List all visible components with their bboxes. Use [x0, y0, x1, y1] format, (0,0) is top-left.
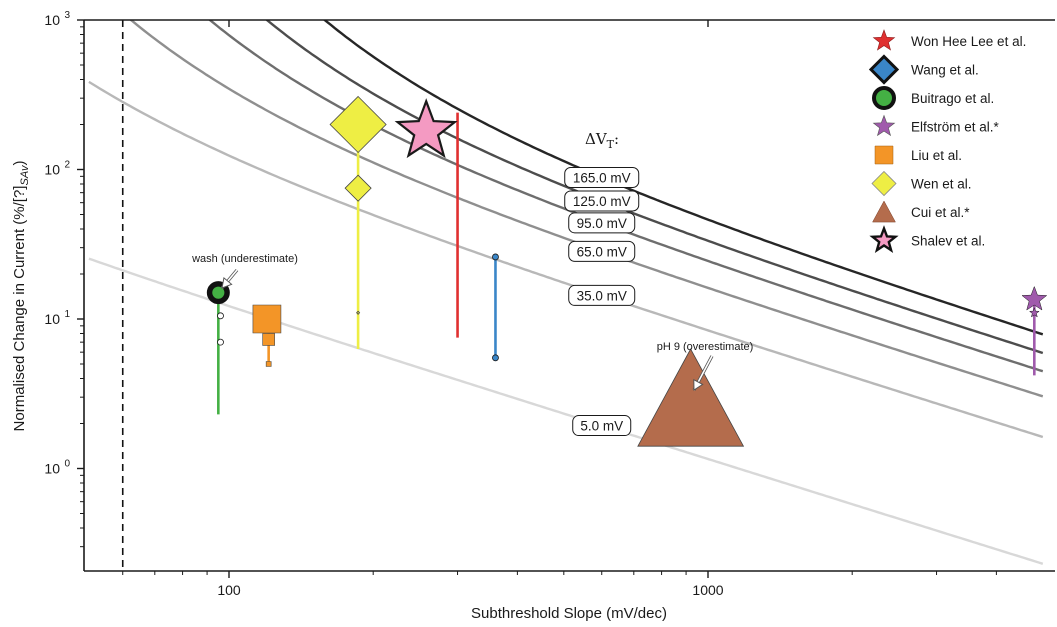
marker-wang-et-al [492, 354, 499, 362]
legend-marker-won-hee-lee-et-al [872, 29, 896, 51]
marker-wang-et-al [492, 253, 499, 261]
legend-label-wang-et-al: Wang et al. [911, 63, 979, 78]
x-tick-label-1000: 1000 [692, 582, 723, 598]
legend-marker-shalev-et-al [869, 225, 899, 253]
y-tick-exponent-3: 3 [64, 10, 70, 21]
axes [83, 19, 1055, 572]
y-axis-label: Normalised Change in Current (%/[?]SAv) [11, 161, 31, 432]
legend-label-shalev-et-al: Shalev et al. [911, 234, 985, 249]
annotation-arrow-head-2 [693, 378, 704, 391]
annotation-text-2: pH 9 (overestimate) [657, 341, 754, 353]
legend-label-wen-et-al: Wen et al. [911, 177, 972, 192]
curve-label-box [568, 240, 636, 262]
y-tick-exponent-2: 2 [64, 160, 70, 171]
curve-label-5-0-mv: 5.0 mV [580, 419, 623, 434]
legend-label-cui-et-al: Cui et al.* [911, 205, 970, 220]
curve-heading-sub: T [607, 138, 615, 151]
marker-liu-et-al [265, 361, 272, 367]
curve-125-0-mv [265, 20, 1044, 355]
y-tick-exponent-0: 0 [64, 459, 70, 470]
curve-165-0-mv [322, 20, 1044, 336]
curve-35-0-mv [88, 80, 1044, 439]
legend-marker-wen-et-al [871, 170, 897, 197]
legend-marker-cui-et-al [872, 200, 896, 223]
marker-buitrago-et-al [217, 338, 224, 346]
curve-label-box [564, 190, 640, 212]
x-axis-label: Subthreshold Slope (mV/dec) [471, 605, 667, 622]
legend: Won Hee Lee et al. Wang et al. Buitrago et… [868, 29, 1026, 253]
curve-label-125-0-mv: 125.0 mV [573, 194, 631, 209]
curve-label-box [572, 415, 632, 437]
legend-label-liu-et-al: Liu et al. [911, 148, 962, 163]
annotations: wash (underestimate) pH 9 (overestimate) [191, 253, 754, 391]
curve-65-0-mv [129, 20, 1044, 398]
marker-wen-et-al [329, 95, 387, 154]
curve-heading-suffix: : [614, 130, 619, 148]
curve-label-95-0-mv: 95.0 mV [577, 216, 627, 231]
marker-elfstr-m-et-al [1028, 307, 1040, 318]
curve-5-0-mv [88, 257, 1044, 565]
curve-heading-main: ΔV [585, 130, 608, 148]
marker-buitrago-et-al [212, 286, 225, 299]
model-curves [88, 20, 1044, 565]
legend-marker-buitrago-et-al [872, 86, 896, 110]
curve-label-box [568, 284, 636, 306]
marker-liu-et-al [262, 333, 275, 346]
curve-label-165-0-mv: 165.0 mV [573, 171, 631, 186]
y-axis-label-suffix: ) [11, 161, 28, 166]
curve-label-box [568, 212, 636, 234]
legend-label-won-hee-lee-et-al: Won Hee Lee et al. [911, 34, 1026, 49]
annotation-arrow-head-1 [221, 276, 233, 289]
y-tick-label-1: 10 [44, 311, 60, 327]
legend-label-buitrago-et-al: Buitrago et al. [911, 91, 994, 106]
y-axis-label-subscript: SAv [19, 164, 31, 185]
legend-marker-elfstr-m-et-al [872, 114, 896, 137]
marker-buitrago-et-al [217, 312, 224, 320]
marker-shalev-et-al [394, 98, 458, 159]
y-tick-label-0: 10 [44, 461, 60, 477]
y-axis-label-main: Normalised Change in Current (%/[?] [11, 186, 28, 432]
curve-label-35-0-mv: 35.0 mV [577, 288, 627, 303]
legend-label-elfstr-m-et-al: Elfström et al.* [911, 120, 1000, 135]
marker-liu-et-al [252, 304, 282, 334]
legend-marker-wang-et-al [868, 54, 900, 85]
curve-heading: ΔVT: [585, 130, 619, 151]
annotation-text-1: wash (underestimate) [191, 253, 298, 265]
y-tick-label-3: 10 [44, 12, 60, 28]
x-tick-label-100: 100 [217, 582, 241, 598]
marker-cui-et-al [637, 348, 745, 447]
y-tick-exponent-1: 1 [64, 309, 70, 320]
marker-wen-et-al [356, 310, 361, 315]
marker-elfstr-m-et-al [1021, 285, 1048, 311]
marker-wen-et-al [344, 174, 372, 202]
curve-labels: 5.0 mV 35.0 mV 65.0 mV 95.0 mV 125.0 mV 165.0… [564, 167, 640, 437]
curve-label-65-0-mv: 65.0 mV [577, 244, 627, 259]
legend-marker-liu-et-al [874, 145, 894, 165]
curve-label-box [564, 167, 640, 189]
y-tick-label-2: 10 [44, 162, 60, 178]
